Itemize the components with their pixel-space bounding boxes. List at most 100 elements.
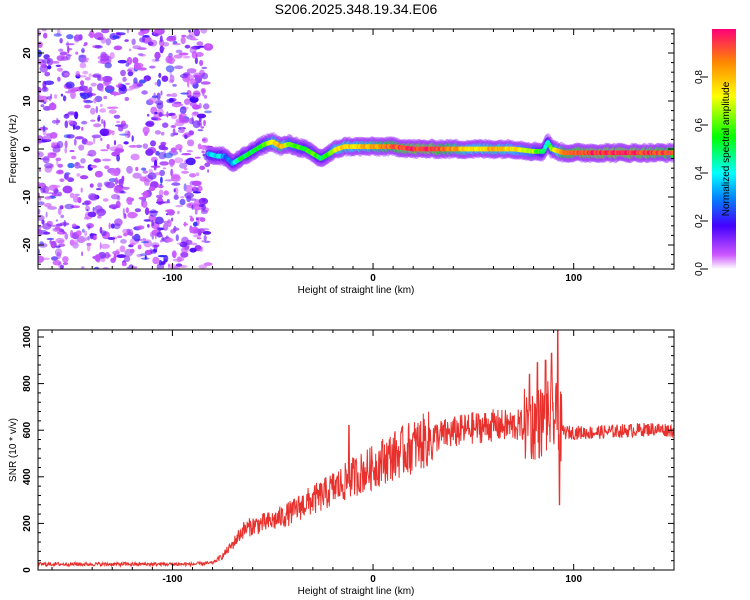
- heatmap-noise-cell: [113, 114, 121, 119]
- heatmap-noise-cell: [129, 248, 135, 254]
- heatmap-noise-cell: [104, 62, 112, 69]
- heatmap-noise-cell: [95, 106, 99, 114]
- heatmap-noise-cell: [149, 39, 158, 47]
- heatmap-noise-cell: [166, 93, 172, 97]
- heatmap-noise-cell: [70, 91, 76, 100]
- heatmap-noise-cell: [87, 149, 97, 157]
- heatmap-noise-cell: [48, 102, 57, 111]
- heatmap-noise-cell: [140, 241, 150, 244]
- heatmap-noise-cell: [56, 159, 59, 166]
- heatmap-noise-cell: [124, 96, 130, 102]
- heatmap-noise-cell: [139, 54, 146, 57]
- heatmap-noise-cell: [189, 46, 197, 54]
- heatmap-noise-cell: [100, 36, 107, 44]
- heatmap-noise-cell: [111, 92, 122, 96]
- heatmap-noise-cell: [87, 33, 94, 37]
- heatmap-noise-cell: [134, 208, 141, 213]
- heatmap-noise-cell: [204, 95, 207, 99]
- heatmap-noise-cell: [168, 52, 173, 58]
- heatmap-noise-cell: [158, 72, 162, 78]
- heatmap-noise-cell: [129, 242, 136, 246]
- heatmap-noise-cell: [105, 181, 116, 189]
- heatmap-noise-cell: [193, 221, 198, 227]
- heatmap-noise-cell: [85, 85, 89, 94]
- heatmap-noise-cell: [113, 253, 117, 261]
- heatmap-noise-cell: [137, 244, 142, 250]
- heatmap-noise-cell: [199, 165, 206, 170]
- heatmap-noise-cell: [131, 135, 134, 142]
- heatmap-noise-cell: [154, 29, 162, 34]
- heatmap-noise-cell: [119, 245, 126, 253]
- heatmap-noise-cell: [175, 205, 183, 208]
- heatmap-noise-cell: [166, 36, 177, 42]
- heatmap-noise-cell: [166, 111, 169, 118]
- heatmap-noise-cell: [155, 58, 159, 62]
- heatmap-noise-cell: [86, 208, 89, 212]
- heatmap-noise-cell: [172, 84, 177, 87]
- heatmap-noise-cell: [172, 128, 176, 136]
- heatmap-noise-cell: [202, 231, 212, 235]
- heatmap-noise-cell: [78, 85, 88, 91]
- heatmap-noise-cell: [83, 200, 90, 206]
- heatmap-noise-cell: [103, 95, 108, 100]
- heatmap-noise-cell: [91, 134, 102, 139]
- heatmap-noise-cell: [181, 153, 192, 156]
- heatmap-noise-cell: [133, 77, 138, 85]
- heatmap-noise-cell: [80, 158, 86, 164]
- heatmap-noise-cell: [175, 49, 183, 54]
- heatmap-noise-cell: [145, 122, 154, 126]
- heatmap-noise-cell: [141, 200, 148, 208]
- bottom-y-tick-label: 800: [22, 375, 33, 392]
- heatmap-noise-cell: [112, 250, 120, 255]
- heatmap-noise-cell: [124, 82, 131, 85]
- heatmap-noise-cell: [148, 186, 156, 192]
- heatmap-noise-cell: [204, 162, 211, 168]
- heatmap-noise-cell: [171, 93, 178, 98]
- heatmap-noise-cell: [140, 253, 147, 257]
- heatmap-noise-cell: [124, 39, 129, 42]
- heatmap-noise-cell: [180, 36, 186, 45]
- heatmap-noise-cell: [132, 172, 142, 179]
- heatmap-noise-cell: [94, 95, 103, 103]
- heatmap-noise-cell: [189, 215, 193, 218]
- heatmap-noise-cell: [79, 62, 87, 69]
- heatmap-noise-cell: [181, 170, 189, 174]
- heatmap-noise-cell: [186, 150, 193, 153]
- top-x-axis-label: Height of straight line (km): [298, 285, 415, 296]
- heatmap-noise-cell: [165, 209, 175, 213]
- heatmap-noise-cell: [196, 237, 202, 240]
- heatmap-noise-cell: [197, 185, 203, 192]
- heatmap-noise-cell: [126, 57, 133, 65]
- heatmap-noise-cell: [100, 230, 107, 237]
- heatmap-noise-cell: [63, 173, 69, 180]
- heatmap-noise-cell: [175, 263, 183, 267]
- heatmap-noise-cell: [188, 29, 191, 33]
- heatmap-noise-cell: [181, 34, 187, 38]
- heatmap-noise-cell: [165, 65, 175, 73]
- heatmap-noise-cell: [163, 190, 169, 196]
- heatmap-noise-cell: [122, 76, 127, 82]
- heatmap-noise-cell: [201, 150, 205, 154]
- heatmap-noise-cell: [84, 230, 88, 237]
- heatmap-noise-cell: [162, 223, 169, 231]
- heatmap-noise-cell: [83, 100, 94, 104]
- heatmap-noise-cell: [57, 67, 63, 72]
- heatmap-noise-cell: [42, 135, 53, 141]
- heatmap-noise-cell: [197, 129, 204, 132]
- heatmap-noise-cell: [42, 86, 48, 92]
- heatmap-noise-cell: [51, 256, 58, 261]
- heatmap-noise-cell: [72, 124, 76, 130]
- heatmap-noise-cell: [180, 126, 184, 134]
- heatmap-noise-cell: [117, 59, 128, 64]
- heatmap-noise-cell: [87, 211, 97, 218]
- heatmap-noise-cell: [182, 55, 191, 59]
- heatmap-noise-cell: [55, 64, 62, 68]
- heatmap-noise-cell: [86, 244, 91, 252]
- heatmap-noise-cell: [135, 166, 139, 172]
- heatmap-noise-cell: [187, 95, 195, 99]
- heatmap-noise-cell: [50, 240, 57, 249]
- heatmap-noise-cell: [100, 137, 103, 141]
- heatmap-noise-cell: [93, 266, 100, 269]
